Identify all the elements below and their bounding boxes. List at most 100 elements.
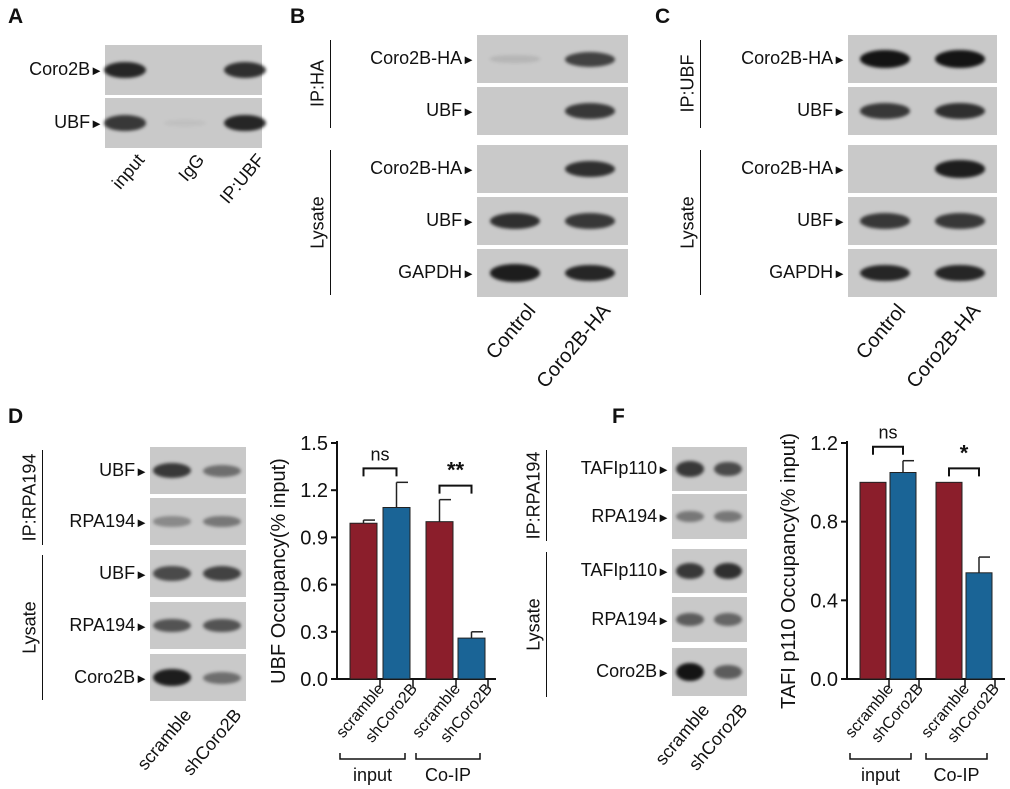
significance-label: ns bbox=[878, 423, 897, 443]
row-label-text: RPA194 bbox=[591, 505, 658, 526]
arrowhead-icon: ► bbox=[833, 214, 846, 229]
row-label-text: TAFIp110 bbox=[580, 560, 658, 580]
row-label-text: Coro2B-HA bbox=[370, 48, 463, 68]
blot-gapdh bbox=[848, 249, 997, 297]
blot-gapdh bbox=[477, 249, 628, 297]
arrowhead-icon: ► bbox=[462, 104, 475, 119]
group-bracket bbox=[42, 450, 43, 545]
arrowhead-icon: ► bbox=[657, 462, 670, 477]
blot-rpa194 bbox=[150, 498, 246, 545]
row-label-text: Coro2B bbox=[74, 666, 136, 687]
row-label-text: Coro2B bbox=[596, 661, 658, 681]
row-label-text: UBF bbox=[426, 210, 463, 230]
blot-coro2b bbox=[103, 45, 267, 95]
group-bracket bbox=[546, 450, 547, 541]
panel-label-A: A bbox=[8, 5, 24, 28]
blot-coro2b-ha bbox=[848, 145, 997, 193]
row-label: UBF► bbox=[797, 100, 846, 121]
blot-coro2b-ha bbox=[477, 145, 628, 193]
row-label: Coro2B► bbox=[74, 667, 148, 688]
row-label: RPA194► bbox=[69, 615, 148, 636]
row-label: Coro2B-HA► bbox=[741, 158, 846, 179]
arrowhead-icon: ► bbox=[135, 566, 148, 582]
bar bbox=[349, 522, 378, 680]
blot-ubf bbox=[103, 98, 267, 148]
row-label: Coro2B► bbox=[29, 59, 103, 80]
band bbox=[163, 119, 207, 127]
arrowhead-icon: ► bbox=[657, 612, 670, 628]
significance-label: ns bbox=[370, 444, 389, 464]
group-bracket bbox=[700, 40, 701, 128]
row-label-text: UBF bbox=[99, 459, 136, 480]
arrowhead-icon: ► bbox=[135, 618, 148, 634]
blot-coro2b bbox=[150, 654, 246, 701]
band bbox=[860, 103, 910, 119]
row-label: RPA194► bbox=[591, 609, 670, 630]
significance-bracket bbox=[948, 467, 980, 477]
group-bracket bbox=[925, 753, 988, 760]
arrowhead-icon: ► bbox=[90, 63, 103, 78]
band bbox=[565, 213, 615, 229]
blot-rpa194 bbox=[672, 597, 747, 642]
blot-ubf bbox=[477, 197, 628, 245]
band bbox=[490, 55, 540, 63]
row-label-text: Coro2B-HA bbox=[741, 158, 834, 178]
band bbox=[714, 562, 742, 580]
row-label-text: RPA194 bbox=[69, 510, 136, 531]
row-label: GAPDH► bbox=[769, 262, 846, 283]
group-bracket bbox=[339, 753, 406, 760]
significance-label: ** bbox=[447, 458, 465, 483]
group-bracket bbox=[546, 552, 547, 697]
band bbox=[153, 516, 191, 527]
y-tick-label: 0.4 bbox=[810, 590, 838, 612]
group-label: input bbox=[353, 765, 392, 785]
band bbox=[103, 61, 147, 79]
row-label: Coro2B► bbox=[596, 661, 670, 682]
row-label-text: UBF bbox=[426, 100, 463, 120]
band bbox=[860, 213, 910, 229]
band bbox=[860, 50, 910, 68]
row-label: UBF► bbox=[426, 210, 475, 231]
arrowhead-icon: ► bbox=[462, 266, 475, 281]
bar bbox=[382, 507, 411, 680]
arrowhead-icon: ► bbox=[657, 509, 670, 525]
arrowhead-icon: ► bbox=[833, 52, 846, 67]
band bbox=[203, 671, 241, 684]
band bbox=[935, 213, 985, 229]
row-label: TAFIp110► bbox=[581, 458, 670, 479]
arrowhead-icon: ► bbox=[833, 104, 846, 119]
row-label-text: Coro2B-HA bbox=[370, 158, 463, 178]
group-bracket bbox=[330, 150, 331, 295]
y-axis-label: UBF Occupancy(% input) bbox=[268, 458, 290, 684]
band bbox=[565, 51, 615, 67]
row-label: UBF► bbox=[99, 460, 148, 481]
row-label: Coro2B-HA► bbox=[370, 48, 475, 69]
band bbox=[103, 115, 147, 131]
band bbox=[676, 563, 704, 579]
panel-label-B: B bbox=[290, 5, 306, 28]
arrowhead-icon: ► bbox=[833, 266, 846, 281]
arrowhead-icon: ► bbox=[135, 463, 148, 479]
y-tick-label: 0.6 bbox=[300, 575, 328, 597]
y-tick-label: 0.8 bbox=[810, 512, 838, 534]
arrowhead-icon: ► bbox=[657, 564, 670, 579]
y-tick-label: 1.2 bbox=[810, 433, 838, 455]
band bbox=[935, 160, 985, 178]
row-label-text: Coro2B bbox=[29, 59, 91, 79]
band bbox=[223, 114, 267, 132]
row-label: UBF► bbox=[99, 563, 148, 584]
band bbox=[565, 103, 615, 119]
band bbox=[935, 50, 985, 68]
y-tick-label: 1.2 bbox=[300, 480, 328, 502]
group-bracket bbox=[849, 753, 912, 760]
band bbox=[860, 264, 910, 282]
band bbox=[490, 212, 540, 230]
row-label-text: UBF bbox=[797, 210, 834, 230]
arrowhead-icon: ► bbox=[462, 162, 475, 177]
arrowhead-icon: ► bbox=[462, 214, 475, 229]
row-label-text: Coro2B-HA bbox=[741, 48, 834, 68]
blot-rpa194 bbox=[672, 494, 747, 539]
blot-ubf bbox=[477, 87, 628, 135]
band bbox=[565, 160, 615, 178]
